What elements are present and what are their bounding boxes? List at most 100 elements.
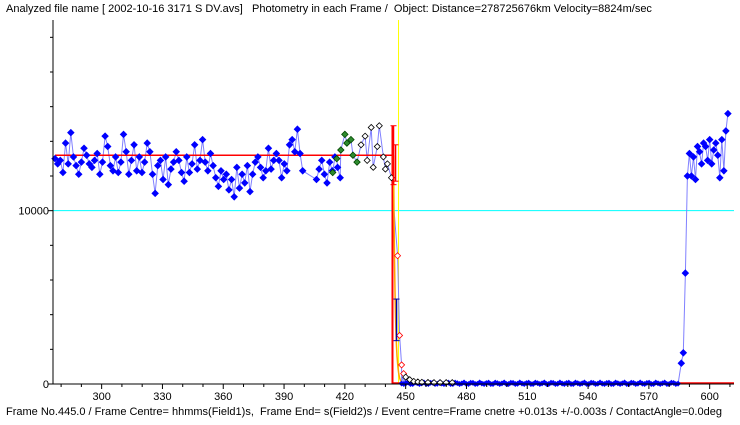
file-name-label: Analyzed file name [ 2002-10-16 3171 S D… <box>6 3 243 15</box>
y-axis-ticks: 0 10000 <box>18 36 53 391</box>
observed-point <box>233 163 241 172</box>
hollow-point <box>373 142 381 151</box>
observed-point <box>188 160 196 168</box>
observed-point <box>259 173 267 182</box>
observed-point <box>172 147 180 156</box>
observed-point <box>177 168 186 177</box>
observed-point <box>285 141 294 149</box>
observed-point <box>320 170 329 179</box>
observed-point <box>167 165 175 173</box>
observed-point <box>164 180 173 189</box>
observed-point <box>720 167 728 175</box>
observed-point <box>248 170 257 179</box>
observed-point <box>293 125 302 133</box>
observed-point <box>82 151 91 159</box>
observed-point <box>317 156 326 165</box>
x-axis-ticks: 300 330 360 390 420 450 480 510 540 570 600 <box>60 384 731 403</box>
observed-point <box>225 186 233 194</box>
observed-point <box>127 156 136 165</box>
x-tick-label: 360 <box>214 391 232 403</box>
observed-point <box>180 177 188 185</box>
observed-point <box>130 141 138 149</box>
observed-point <box>101 132 109 140</box>
observed-point <box>333 163 342 172</box>
observed-point <box>685 149 694 158</box>
observed-point <box>217 167 225 175</box>
observed-point <box>272 149 281 158</box>
observed-point <box>211 173 220 182</box>
observed-point <box>230 193 238 201</box>
observed-point <box>159 175 167 184</box>
hollow-point <box>369 163 377 171</box>
x-tick-label: 480 <box>457 391 475 403</box>
observed-point <box>681 269 690 277</box>
observed-point <box>156 156 165 165</box>
observed-point <box>61 139 70 147</box>
observed-point <box>269 156 278 165</box>
observed-point <box>114 168 123 177</box>
highlight-point <box>332 154 341 163</box>
observed-point <box>69 153 78 161</box>
observed-point <box>206 149 215 158</box>
observed-point <box>88 163 96 172</box>
observed-point <box>138 168 146 177</box>
observed-point <box>161 153 170 161</box>
hollow-point <box>393 252 402 260</box>
observed-point <box>283 167 291 175</box>
highlight-point <box>347 135 355 144</box>
observed-point <box>196 156 204 165</box>
observed-point <box>679 349 688 357</box>
x-tick-label: 510 <box>518 391 536 403</box>
mode-label: Photometry in each Frame / <box>252 3 388 15</box>
observed-point <box>72 161 80 170</box>
observed-point <box>209 161 217 170</box>
observed-point <box>264 144 273 153</box>
hollow-point <box>363 156 371 164</box>
x-tick-label: 600 <box>700 391 718 403</box>
observed-point <box>151 189 159 198</box>
observed-point <box>325 158 334 166</box>
observed-point <box>689 153 698 161</box>
observed-point <box>77 158 86 166</box>
observed-point <box>275 156 283 165</box>
observed-point <box>254 153 262 161</box>
highlight-series <box>328 130 361 177</box>
observed-point <box>135 153 144 161</box>
x-tick-label: 300 <box>92 391 110 403</box>
hollow-point <box>402 373 410 381</box>
observed-point <box>169 158 178 166</box>
observed-point <box>74 170 83 179</box>
observed-point <box>96 170 104 179</box>
axes <box>52 20 734 385</box>
observed-point <box>140 158 149 166</box>
hollow-point <box>381 165 389 173</box>
observed-point <box>707 160 716 168</box>
observed-point <box>154 161 162 170</box>
observed-point <box>701 142 710 151</box>
observed-point <box>315 165 323 173</box>
observed-point <box>687 172 696 180</box>
observed-point <box>235 184 244 192</box>
observed-series-line <box>54 113 729 385</box>
observed-point <box>67 128 75 137</box>
observed-point <box>222 170 231 179</box>
observed-point <box>336 173 344 182</box>
observed-point <box>716 173 724 182</box>
x-tick-label: 570 <box>640 391 658 403</box>
observed-point <box>312 175 321 184</box>
y-tick-label: 10000 <box>18 206 49 218</box>
observed-point <box>201 158 209 166</box>
observed-point <box>111 153 120 161</box>
observed-point <box>125 170 133 179</box>
observed-point <box>59 168 67 177</box>
observed-point <box>119 130 128 139</box>
observed-point <box>185 168 194 177</box>
observed-point <box>103 142 112 151</box>
observed-point <box>697 160 706 168</box>
observed-point <box>718 135 726 144</box>
observed-series <box>51 109 732 387</box>
observed-point <box>711 139 720 147</box>
hollow-point <box>383 160 391 168</box>
observed-point <box>714 151 722 159</box>
